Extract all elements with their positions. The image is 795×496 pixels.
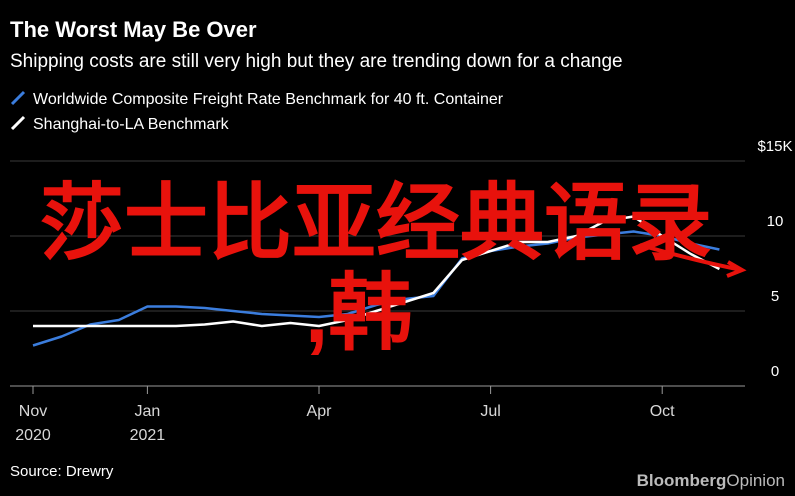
x-tick-label: Oct — [649, 403, 675, 420]
overlay-text: ,韩 — [305, 266, 412, 360]
x-tick-label: Apr — [306, 403, 332, 420]
x-tick-label: Jan 2021 — [129, 403, 166, 444]
y-tick-label: $15K — [757, 138, 792, 155]
brand-name: Bloomberg — [637, 471, 727, 490]
plot: 0 5 10 $15K — [10, 138, 793, 394]
y-tick-label: 10 — [767, 213, 784, 230]
source: Source: Drewry — [10, 463, 114, 480]
x-tick-label: Jul — [480, 403, 501, 420]
legend-swatch — [10, 115, 26, 131]
overlay-text: 莎士比亚经典语录 — [40, 176, 712, 270]
chart-subtitle: Shipping costs are still very high but t… — [10, 51, 623, 72]
legend-label: Worldwide Composite Freight Rate Benchma… — [33, 91, 504, 108]
y-tick-label: 5 — [771, 288, 779, 305]
overlay-arrow — [639, 243, 747, 278]
series-line — [32, 230, 720, 347]
x-tick-label: Nov 2020 — [15, 403, 51, 444]
legend-swatch — [10, 90, 26, 106]
legend-label: Shanghai-to-LA Benchmark — [33, 116, 230, 133]
y-tick-label: 0 — [771, 363, 779, 380]
chart-title: The Worst May Be Over — [10, 17, 257, 42]
brand-suffix: Opinion — [726, 471, 785, 490]
series-line — [33, 215, 720, 328]
brand: BloombergOpinion — [637, 471, 785, 490]
